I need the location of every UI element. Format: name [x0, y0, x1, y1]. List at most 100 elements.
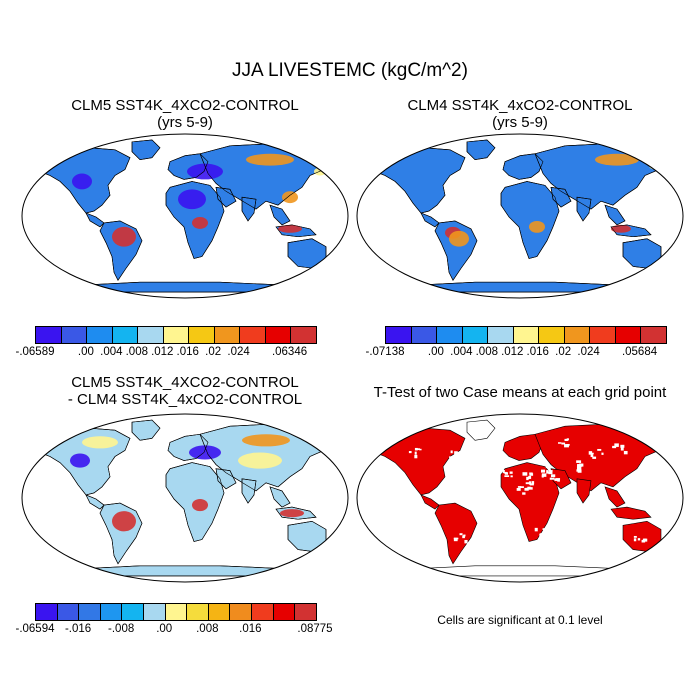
panel-ttest-title: T-Test of two Case means at each grid po…: [373, 384, 667, 401]
colorbar-swatch: [615, 327, 642, 343]
colorbar-tick-label: .00: [156, 623, 173, 635]
colorbar-swatch: [100, 604, 123, 620]
map-border: [21, 133, 349, 299]
non-significant-cell: [517, 486, 522, 488]
colorbar-swatch: [214, 327, 241, 343]
colorbar-tick-label: -.008: [108, 623, 135, 635]
colorbar-swatch: [437, 327, 463, 343]
significance-note: Cells are significant at 0.1 level: [437, 613, 603, 627]
non-significant-cell: [564, 438, 568, 442]
non-significant-cell: [577, 469, 582, 473]
non-significant-cell: [464, 539, 468, 544]
non-significant-cell: [414, 454, 418, 459]
non-significant-cell: [641, 539, 646, 543]
coastline-africa: [165, 181, 225, 259]
non-significant-cell: [614, 443, 619, 447]
non-significant-cell: [548, 471, 553, 475]
value-patch: [112, 511, 136, 532]
colorbar-swatch: [163, 327, 190, 343]
continent-greenland: [466, 419, 496, 441]
coastline-india: [241, 196, 257, 222]
value-patch: [189, 445, 221, 460]
colorbar-swatch: [112, 327, 139, 343]
non-significant-cell: [558, 442, 562, 444]
value-patch: [178, 189, 206, 210]
non-significant-cell: [561, 442, 566, 445]
colorbar-tick-label: .024: [577, 346, 600, 358]
value-patch: [529, 220, 545, 233]
non-significant-cell: [540, 533, 544, 535]
non-significant-cell: [592, 456, 597, 459]
panel-diff-title-line2: - CLM4 SST4K_4xCO2-CONTROL: [67, 391, 303, 408]
colorbar-swatch: [57, 604, 80, 620]
non-significant-cell: [550, 470, 553, 472]
colorbar-swatch: [36, 327, 62, 343]
value-patch: [611, 224, 631, 233]
continent-indonesia: [610, 506, 652, 520]
panel-clm5-title-line1: CLM5 SST4K_4XCO2-CONTROL: [71, 97, 299, 114]
colorbar-tick-label: .004: [450, 346, 473, 358]
non-significant-cell: [455, 451, 458, 456]
non-significant-cell: [633, 535, 637, 538]
value-patch: [192, 499, 208, 512]
colorbar-swatch: [36, 604, 58, 620]
non-significant-cell: [525, 482, 531, 485]
non-significant-cell: [526, 476, 529, 481]
panel-clm5-title-line2: (yrs 5-9): [157, 114, 213, 131]
colorbar-clm4: [385, 326, 667, 344]
value-patch: [278, 224, 302, 233]
colorbar-swatch: [144, 604, 166, 620]
continent-north-america: [372, 427, 466, 496]
colorbar-swatch: [386, 327, 412, 343]
non-significant-cell: [541, 469, 546, 473]
map-ttest: [356, 413, 684, 583]
non-significant-cell: [620, 444, 625, 448]
colorbar-swatch: [265, 327, 292, 343]
colorbar-clm5: [35, 326, 317, 344]
coastline-india: [241, 478, 257, 504]
coastline-central-america: [85, 494, 105, 510]
colorbar-tick-label: .00: [427, 346, 444, 358]
non-significant-cell: [597, 448, 602, 451]
colorbar-diff: [35, 603, 317, 621]
non-significant-cell: [449, 456, 452, 458]
colorbar-tick-label: .012: [151, 346, 174, 358]
non-significant-cell: [541, 473, 547, 477]
colorbar-swatch: [240, 327, 266, 343]
colorbar-swatch: [165, 604, 188, 620]
non-significant-cell: [459, 533, 463, 536]
colorbar-swatch: [291, 327, 317, 343]
non-significant-cell: [528, 475, 532, 479]
coastline-arabia: [215, 186, 237, 208]
colorbar-swatch: [79, 604, 101, 620]
coastline-central-america: [420, 212, 440, 228]
non-significant-cell: [546, 527, 550, 530]
colorbar-swatch: [590, 327, 616, 343]
colorbar-swatch: [252, 604, 274, 620]
continent-antarctica: [383, 281, 657, 293]
colorbar-tick-label: .004: [100, 346, 123, 358]
value-patch: [280, 509, 304, 518]
coastline-southeast-asia: [269, 204, 291, 226]
colorbar-swatch: [230, 604, 253, 620]
colorbar-swatch: [87, 327, 113, 343]
non-significant-cell: [529, 473, 534, 476]
non-significant-cell: [522, 492, 526, 495]
value-patch: [649, 161, 661, 170]
colorbar-swatch: [539, 327, 565, 343]
value-patch: [187, 163, 223, 180]
colorbar-tick-label: .024: [227, 346, 250, 358]
colorbar-tick-label: .05684: [621, 346, 658, 358]
value-patch: [82, 436, 118, 449]
non-significant-cell: [516, 488, 521, 491]
coastline-indonesia: [275, 506, 317, 520]
panel-clm4-title-line2: (yrs 5-9): [492, 114, 548, 131]
map-border: [21, 413, 349, 583]
colorbar-tick-label: -.06589: [15, 346, 55, 358]
non-significant-cell: [522, 472, 528, 476]
coastline-north-america: [372, 147, 466, 214]
colorbar-tick-label: .00: [77, 346, 94, 358]
non-significant-cell: [545, 530, 550, 533]
colorbar-swatch: [564, 327, 591, 343]
non-significant-cell: [557, 478, 560, 482]
